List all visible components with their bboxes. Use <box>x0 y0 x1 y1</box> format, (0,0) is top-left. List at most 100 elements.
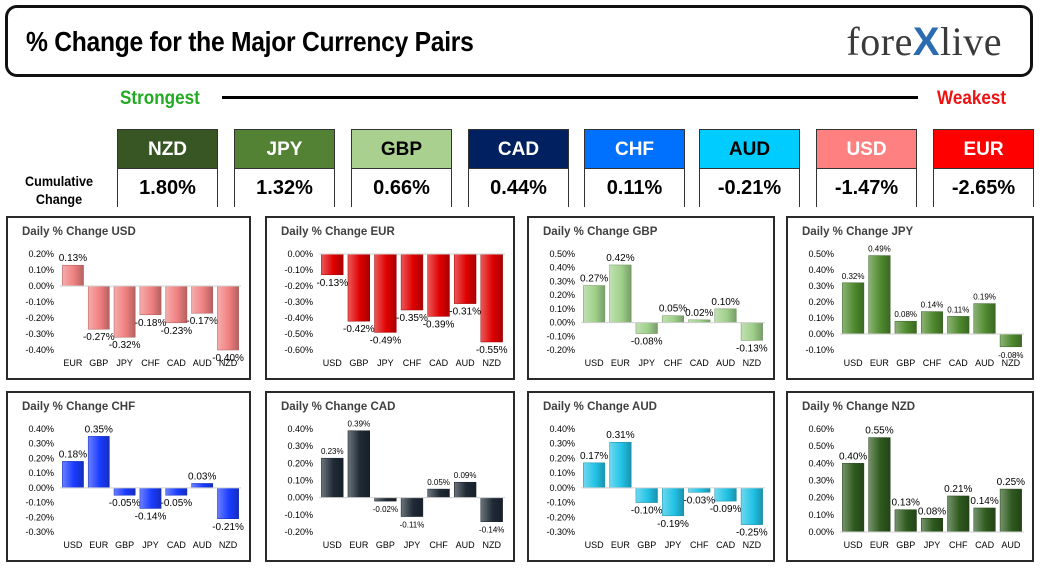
y-tick-label: 0.30% <box>549 439 575 449</box>
x-tick-label: USD <box>63 540 83 550</box>
x-tick-label: AUD <box>1001 540 1021 550</box>
y-tick-label: 0.30% <box>28 439 54 449</box>
bar-cad <box>947 316 970 335</box>
bar-chf <box>139 285 162 316</box>
x-tick-label: GBP <box>896 358 915 368</box>
bar-cad <box>973 507 996 533</box>
y-tick-label: -0.20% <box>25 512 54 522</box>
chart-panel-1: Daily % Change EUR 0.00% -0.10% -0.20% -0.30… <box>265 216 515 380</box>
data-label: -0.05% <box>109 498 141 509</box>
x-tick-label: GBP <box>89 358 108 368</box>
x-tick-label: AUD <box>193 540 213 550</box>
x-tick-label: JPY <box>404 540 421 550</box>
x-tick-label: AUD <box>193 358 213 368</box>
data-label: 0.05% <box>659 304 687 315</box>
bar-jpy <box>635 322 658 334</box>
x-tick-label: CAD <box>716 540 736 550</box>
bar-gbp <box>635 487 658 503</box>
bar-chf <box>400 253 424 311</box>
data-label: -0.09% <box>710 504 742 515</box>
y-tick-label: 0.20% <box>808 493 834 503</box>
data-label: -0.55% <box>476 345 508 356</box>
logo-x: X <box>912 20 941 64</box>
cumulative-label-line1: Cumulative <box>25 173 93 189</box>
currency-name: GBP <box>352 130 451 169</box>
x-tick-label: GBP <box>115 540 134 550</box>
y-tick-label: 0.40% <box>549 424 575 434</box>
data-label: 0.17% <box>580 451 608 462</box>
bar-usd <box>321 457 344 498</box>
bar-chf <box>920 311 944 335</box>
y-tick-label: -0.10% <box>546 331 575 341</box>
x-tick-label: JPY <box>924 540 941 550</box>
data-label: 0.40% <box>839 451 867 462</box>
y-tick-label: 0.10% <box>808 510 834 520</box>
x-tick-label: CAD <box>429 358 449 368</box>
data-label: 0.14% <box>921 301 944 310</box>
bar-nzd <box>740 487 763 525</box>
bar-chf <box>688 487 711 493</box>
x-tick-label: AUD <box>456 358 476 368</box>
data-label: 0.27% <box>580 274 608 285</box>
bar-eur <box>868 255 891 335</box>
y-tick-label: -0.30% <box>284 297 313 307</box>
y-tick-label: 0.00% <box>549 483 575 493</box>
y-tick-label: -0.20% <box>25 313 54 323</box>
x-tick-label: CAD <box>975 540 995 550</box>
data-label: 0.14% <box>970 496 998 507</box>
data-label: -0.03% <box>683 495 715 506</box>
chart-title: Daily % Change NZD <box>802 401 915 413</box>
bar-usd <box>62 461 84 489</box>
data-label: 0.42% <box>606 253 634 264</box>
data-label: -0.49% <box>370 335 402 346</box>
x-tick-label: NZD <box>743 540 762 550</box>
x-tick-label: CHF <box>690 540 709 550</box>
strength-scale-line <box>222 96 918 99</box>
bar-cad <box>427 253 450 317</box>
bar-gbp <box>347 253 371 322</box>
y-tick-label: 0.10% <box>28 468 54 478</box>
currency-cumulative-value: 1.80% <box>118 169 217 207</box>
data-label: 0.32% <box>842 272 865 281</box>
x-tick-label: CHF <box>141 358 160 368</box>
weakest-label: Weakest <box>937 88 1007 109</box>
data-label: 0.39% <box>348 420 371 429</box>
bar-nzd <box>740 322 763 341</box>
chart-panel-7: Daily % Change NZD 0.60% 0.50% 0.40% 0.30% 0.… <box>786 391 1034 562</box>
bar-cad <box>165 285 188 324</box>
y-tick-label: 0.50% <box>549 249 575 259</box>
currency-box-usd: USD -1.47% <box>816 129 917 207</box>
y-tick-label: 0.40% <box>808 265 834 275</box>
chart-panel-4: Daily % Change CHF 0.40% 0.30% 0.20% 0.10% 0.… <box>6 391 251 562</box>
x-tick-label: AUD <box>716 358 736 368</box>
y-tick-label: 0.00% <box>28 483 54 493</box>
currency-cumulative-value: 0.66% <box>352 169 451 207</box>
x-tick-label: USD <box>844 540 864 550</box>
x-tick-label: JPY <box>377 358 394 368</box>
y-tick-label: 0.20% <box>28 453 54 463</box>
bar-nzd <box>480 253 503 343</box>
x-tick-label: NZD <box>219 540 238 550</box>
data-label: -0.35% <box>396 313 428 324</box>
currency-cumulative-value: -0.21% <box>700 169 799 207</box>
y-tick-label: -0.20% <box>546 512 575 522</box>
data-label: -0.02% <box>373 505 398 514</box>
y-tick-label: 0.10% <box>808 313 834 323</box>
bar-chart-svg: Daily % Change EUR 0.00% -0.10% -0.20% -0.30… <box>281 226 508 368</box>
y-tick-label: 0.00% <box>287 249 313 259</box>
y-tick-label: 0.10% <box>549 468 575 478</box>
y-tick-label: -0.20% <box>284 527 313 537</box>
cumulative-label-line2: Change <box>35 191 83 207</box>
y-tick-label: 0.20% <box>549 453 575 463</box>
x-tick-label: CAD <box>167 358 187 368</box>
data-label: -0.39% <box>423 319 455 330</box>
bar-chart-svg: Daily % Change AUD 0.40% 0.30% 0.20% 0.10% 0.… <box>543 401 768 550</box>
currency-name: EUR <box>934 130 1033 169</box>
bar-cad <box>714 487 737 502</box>
y-tick-label: -0.40% <box>25 345 54 355</box>
y-tick-label: 0.40% <box>28 424 54 434</box>
x-tick-label: CAD <box>949 358 969 368</box>
data-label: 0.35% <box>85 424 113 435</box>
currency-box-cad: CAD 0.44% <box>468 129 569 207</box>
currency-box-eur: EUR -2.65% <box>933 129 1034 207</box>
